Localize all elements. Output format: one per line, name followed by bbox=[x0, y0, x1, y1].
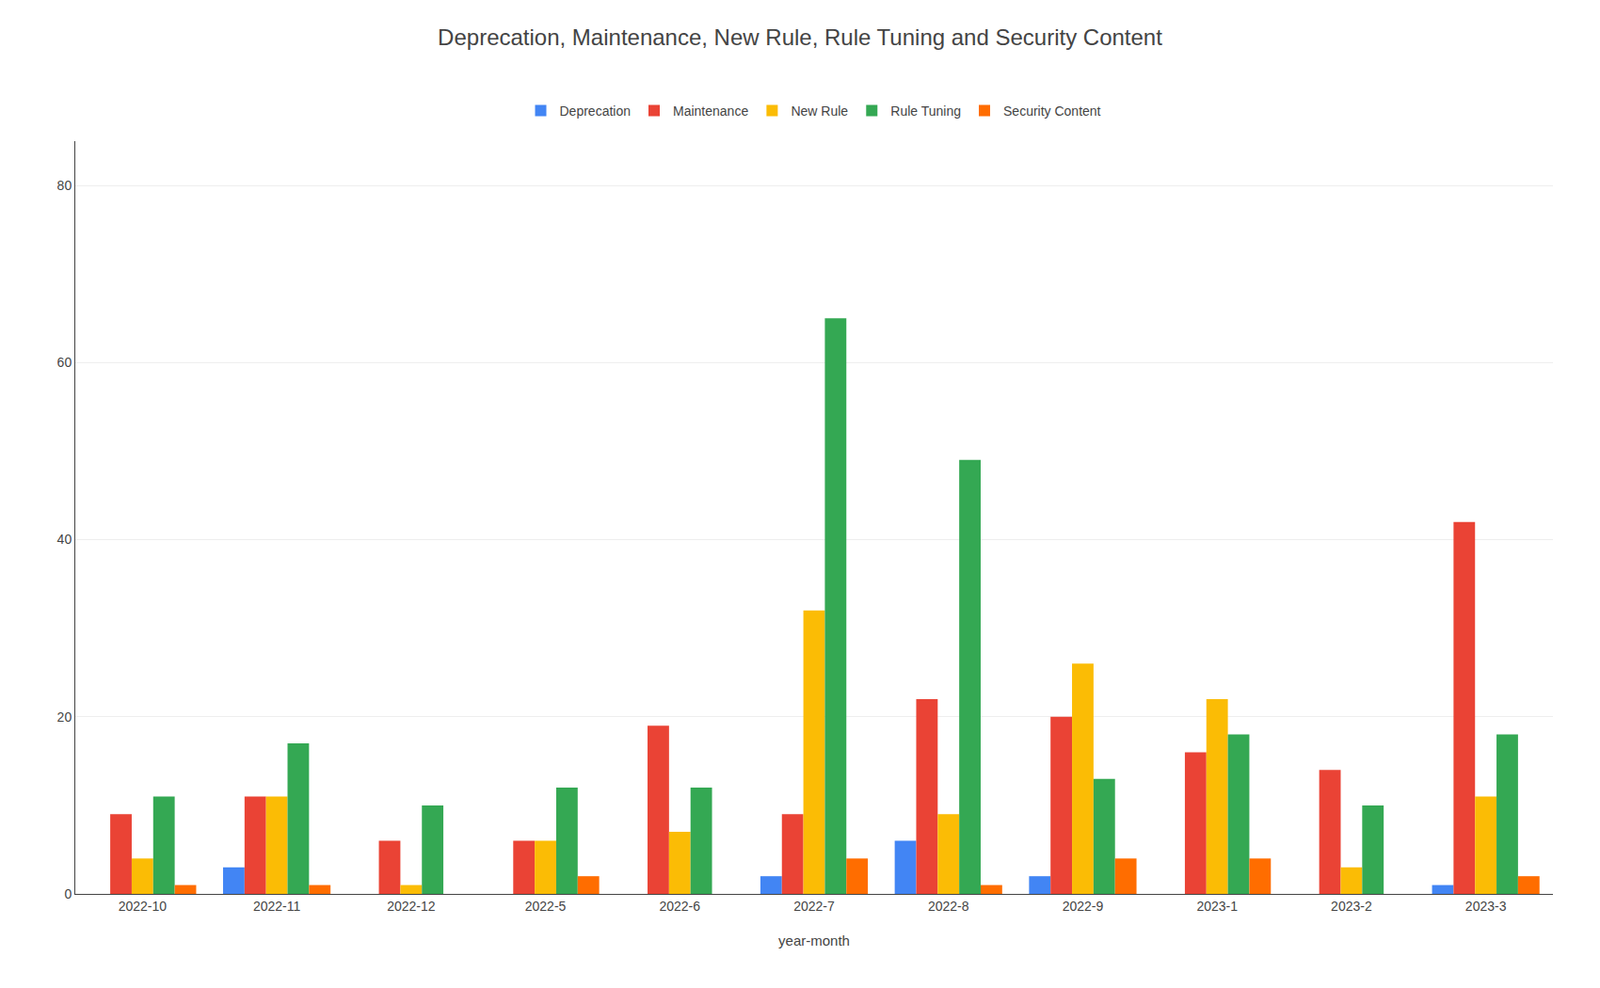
svg-text:2023-2: 2023-2 bbox=[1330, 898, 1373, 914]
svg-text:New Rule: New Rule bbox=[790, 103, 848, 119]
svg-text:2022-10: 2022-10 bbox=[118, 898, 168, 914]
svg-text:2023-3: 2023-3 bbox=[1465, 898, 1507, 914]
svg-text:2022-8: 2022-8 bbox=[928, 898, 970, 914]
svg-text:60: 60 bbox=[57, 354, 73, 370]
svg-text:20: 20 bbox=[57, 709, 73, 725]
svg-text:year-month: year-month bbox=[778, 932, 850, 949]
svg-text:Rule Tuning: Rule Tuning bbox=[890, 103, 961, 119]
svg-text:0: 0 bbox=[64, 886, 72, 902]
svg-text:2023-1: 2023-1 bbox=[1196, 898, 1238, 914]
svg-text:Deprecation, Maintenance, New: Deprecation, Maintenance, New Rule, Rule… bbox=[437, 24, 1163, 50]
svg-text:2022-11: 2022-11 bbox=[253, 898, 302, 914]
svg-text:2022-9: 2022-9 bbox=[1062, 898, 1104, 914]
svg-text:80: 80 bbox=[57, 177, 73, 193]
svg-text:Maintenance: Maintenance bbox=[672, 103, 749, 119]
svg-text:Security Content: Security Content bbox=[1003, 103, 1102, 119]
svg-text:2022-7: 2022-7 bbox=[793, 898, 835, 914]
svg-text:2022-12: 2022-12 bbox=[386, 898, 436, 914]
svg-text:40: 40 bbox=[57, 531, 73, 547]
svg-text:Deprecation: Deprecation bbox=[560, 103, 632, 119]
svg-text:2022-5: 2022-5 bbox=[525, 898, 567, 914]
svg-text:2022-6: 2022-6 bbox=[658, 898, 701, 914]
